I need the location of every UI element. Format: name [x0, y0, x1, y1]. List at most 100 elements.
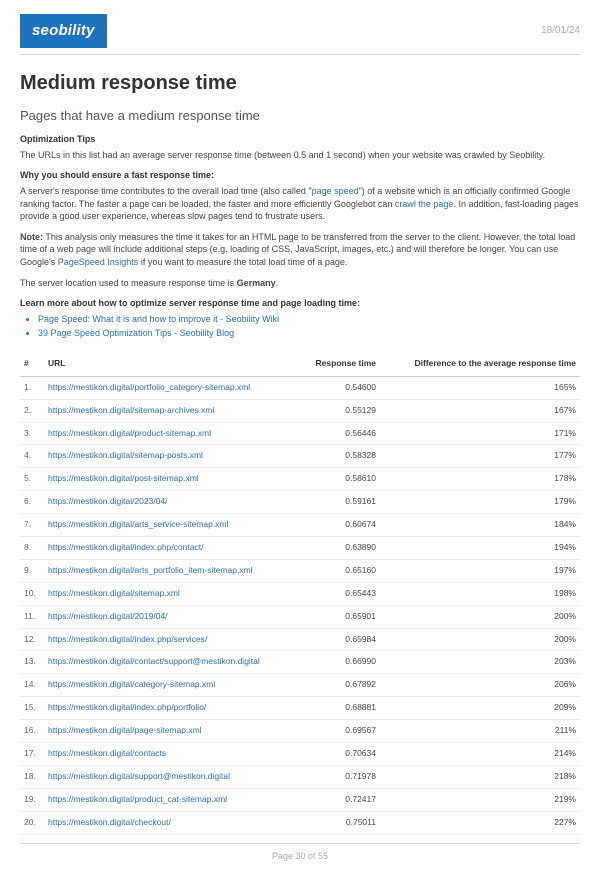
table-row: 17.https://mestikon.digital/contacts0.70…	[20, 743, 580, 766]
cell-index: 2.	[20, 399, 44, 422]
cell-index: 6.	[20, 491, 44, 514]
why-heading: Why you should ensure a fast response ti…	[20, 169, 580, 182]
table-row: 15.https://mestikon.digital/index.php/po…	[20, 697, 580, 720]
page-speed-link[interactable]: page speed	[312, 186, 359, 196]
cell-url[interactable]: https://mestikon.digital/page-sitemap.xm…	[44, 720, 290, 743]
tips-text: The URLs in this list had an average ser…	[20, 149, 580, 162]
table-row: 10.https://mestikon.digital/sitemap.xml0…	[20, 582, 580, 605]
cell-response-time: 0.58610	[290, 468, 380, 491]
learn-heading: Learn more about how to optimize server …	[20, 297, 580, 310]
cell-url[interactable]: https://mestikon.digital/index.php/portf…	[44, 697, 290, 720]
cell-url[interactable]: https://mestikon.digital/post-sitemap.xm…	[44, 468, 290, 491]
cell-response-time: 0.67892	[290, 674, 380, 697]
learn-link-1[interactable]: Page Speed: What it is and how to improv…	[38, 314, 279, 324]
cell-index: 19.	[20, 788, 44, 811]
learn-link-2[interactable]: 39 Page Speed Optimization Tips - Seobil…	[38, 328, 234, 338]
table-row: 18.https://mestikon.digital/support@mest…	[20, 765, 580, 788]
cell-index: 5.	[20, 468, 44, 491]
cell-difference: 165%	[380, 376, 580, 399]
cell-difference: 206%	[380, 674, 580, 697]
cell-response-time: 0.65160	[290, 559, 380, 582]
cell-url[interactable]: https://mestikon.digital/sitemap-posts.x…	[44, 445, 290, 468]
cell-url[interactable]: https://mestikon.digital/2019/04/	[44, 605, 290, 628]
cell-response-time: 0.56446	[290, 422, 380, 445]
cell-difference: 200%	[380, 628, 580, 651]
cell-index: 16.	[20, 720, 44, 743]
col-url: URL	[44, 352, 290, 376]
cell-difference: 200%	[380, 605, 580, 628]
table-row: 5.https://mestikon.digital/post-sitemap.…	[20, 468, 580, 491]
why-part1: A server's response time contributes to …	[20, 186, 312, 196]
table-row: 2.https://mestikon.digital/sitemap-archi…	[20, 399, 580, 422]
cell-difference: 209%	[380, 697, 580, 720]
table-row: 1.https://mestikon.digital/portfolio_cat…	[20, 376, 580, 399]
cell-url[interactable]: https://mestikon.digital/arts_portfolio_…	[44, 559, 290, 582]
cell-url[interactable]: https://mestikon.digital/index.php/servi…	[44, 628, 290, 651]
location-part2: .	[276, 278, 279, 288]
cell-index: 20.	[20, 811, 44, 834]
location-text: The server location used to measure resp…	[20, 277, 580, 290]
cell-difference: 227%	[380, 811, 580, 834]
cell-url[interactable]: https://mestikon.digital/index.php/conta…	[44, 537, 290, 560]
cell-url[interactable]: https://mestikon.digital/category-sitema…	[44, 674, 290, 697]
table-row: 4.https://mestikon.digital/sitemap-posts…	[20, 445, 580, 468]
cell-index: 11.	[20, 605, 44, 628]
cell-difference: 177%	[380, 445, 580, 468]
cell-url[interactable]: https://mestikon.digital/product_cat-sit…	[44, 788, 290, 811]
cell-difference: 194%	[380, 537, 580, 560]
table-row: 3.https://mestikon.digital/product-sitem…	[20, 422, 580, 445]
table-row: 20.https://mestikon.digital/checkout/0.7…	[20, 811, 580, 834]
cell-response-time: 0.60674	[290, 514, 380, 537]
page-subtitle: Pages that have a medium response time	[20, 107, 580, 125]
cell-url[interactable]: https://mestikon.digital/product-sitemap…	[44, 422, 290, 445]
cell-index: 8.	[20, 537, 44, 560]
table-row: 19.https://mestikon.digital/product_cat-…	[20, 788, 580, 811]
tips-heading: Optimization Tips	[20, 133, 580, 146]
cell-difference: 171%	[380, 422, 580, 445]
cell-url[interactable]: https://mestikon.digital/sitemap.xml	[44, 582, 290, 605]
page-footer: Page 30 of 55	[20, 843, 580, 863]
table-row: 12.https://mestikon.digital/index.php/se…	[20, 628, 580, 651]
cell-url[interactable]: https://mestikon.digital/contacts	[44, 743, 290, 766]
cell-response-time: 0.71978	[290, 765, 380, 788]
table-row: 7.https://mestikon.digital/arts_service-…	[20, 514, 580, 537]
cell-difference: 167%	[380, 399, 580, 422]
logo: seobility	[20, 14, 107, 48]
cell-difference: 198%	[380, 582, 580, 605]
cell-response-time: 0.59161	[290, 491, 380, 514]
col-response-time: Response time	[290, 352, 380, 376]
cell-response-time: 0.69567	[290, 720, 380, 743]
cell-index: 13.	[20, 651, 44, 674]
cell-difference: 219%	[380, 788, 580, 811]
table-row: 6.https://mestikon.digital/2023/04/0.591…	[20, 491, 580, 514]
cell-url[interactable]: https://mestikon.digital/portfolio_categ…	[44, 376, 290, 399]
pagespeed-insights-link[interactable]: PageSpeed Insights	[58, 257, 139, 267]
cell-url[interactable]: https://mestikon.digital/sitemap-archive…	[44, 399, 290, 422]
response-time-table: # URL Response time Difference to the av…	[20, 352, 580, 835]
cell-url[interactable]: https://mestikon.digital/checkout/	[44, 811, 290, 834]
table-row: 14.https://mestikon.digital/category-sit…	[20, 674, 580, 697]
learn-more-list: Page Speed: What it is and how to improv…	[20, 313, 580, 340]
cell-index: 17.	[20, 743, 44, 766]
cell-url[interactable]: https://mestikon.digital/contact/support…	[44, 651, 290, 674]
cell-url[interactable]: https://mestikon.digital/2023/04/	[44, 491, 290, 514]
cell-index: 15.	[20, 697, 44, 720]
cell-url[interactable]: https://mestikon.digital/support@mestiko…	[44, 765, 290, 788]
cell-difference: 179%	[380, 491, 580, 514]
cell-response-time: 0.75011	[290, 811, 380, 834]
cell-index: 4.	[20, 445, 44, 468]
crawl-page-link[interactable]: crawl the page	[395, 199, 454, 209]
cell-index: 10.	[20, 582, 44, 605]
cell-response-time: 0.68881	[290, 697, 380, 720]
report-date: 18/01/24	[541, 14, 580, 38]
location-part1: The server location used to measure resp…	[20, 278, 237, 288]
cell-index: 9.	[20, 559, 44, 582]
cell-response-time: 0.65443	[290, 582, 380, 605]
cell-url[interactable]: https://mestikon.digital/arts_service-si…	[44, 514, 290, 537]
cell-difference: 211%	[380, 720, 580, 743]
cell-difference: 214%	[380, 743, 580, 766]
note-text: Note: This analysis only measures the ti…	[20, 231, 580, 269]
cell-index: 3.	[20, 422, 44, 445]
cell-difference: 218%	[380, 765, 580, 788]
note-label: Note:	[20, 232, 43, 242]
